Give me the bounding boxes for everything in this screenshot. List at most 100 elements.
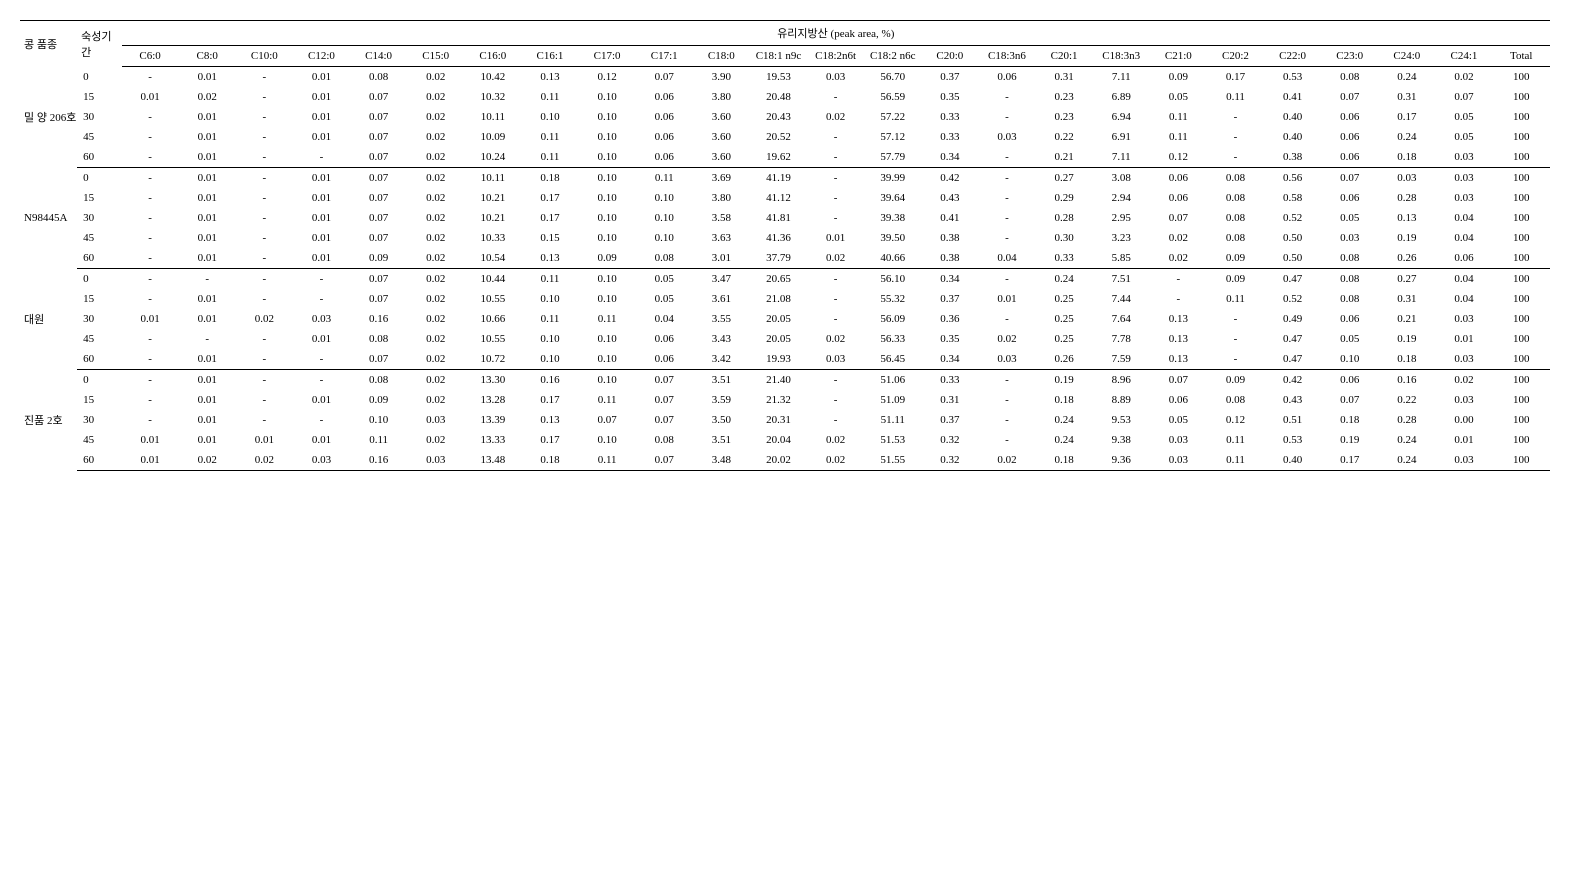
data-cell: 0.01 xyxy=(293,430,350,450)
data-cell: 0.03 xyxy=(293,450,350,471)
data-cell: - xyxy=(1207,107,1264,127)
data-cell: - xyxy=(236,188,293,208)
data-cell: 100 xyxy=(1493,87,1550,107)
data-cell: 13.28 xyxy=(464,390,521,410)
data-cell: 0.41 xyxy=(1264,87,1321,107)
data-cell: 41.19 xyxy=(750,168,807,189)
data-cell: 0.02 xyxy=(407,349,464,370)
period-cell: 60 xyxy=(77,450,121,471)
period-cell: 30 xyxy=(77,208,121,228)
data-cell: 0.10 xyxy=(521,329,578,349)
data-cell: - xyxy=(978,430,1035,450)
data-cell: - xyxy=(807,390,864,410)
table-body: 밀 양 206호0-0.01-0.010.080.0210.420.130.12… xyxy=(20,67,1550,471)
data-cell: 0.11 xyxy=(521,269,578,290)
table-row: 150.010.02-0.010.070.0210.320.110.100.06… xyxy=(20,87,1550,107)
data-cell: 51.53 xyxy=(864,430,921,450)
data-cell: 0.10 xyxy=(1321,349,1378,370)
data-cell: 0.01 xyxy=(179,370,236,391)
data-cell: 9.53 xyxy=(1093,410,1150,430)
data-cell: 0.04 xyxy=(1435,208,1492,228)
data-cell: 56.33 xyxy=(864,329,921,349)
data-cell: 0.38 xyxy=(921,248,978,269)
data-cell: 0.31 xyxy=(1378,289,1435,309)
data-cell: 0.01 xyxy=(179,67,236,88)
column-header: C18:2n6t xyxy=(807,46,864,67)
data-cell: 0.01 xyxy=(293,329,350,349)
data-cell: - xyxy=(179,269,236,290)
data-cell: 100 xyxy=(1493,228,1550,248)
data-cell: 0.01 xyxy=(179,410,236,430)
data-cell: 3.58 xyxy=(693,208,750,228)
data-cell: 3.47 xyxy=(693,269,750,290)
data-cell: 0.08 xyxy=(1207,228,1264,248)
data-cell: 0.07 xyxy=(350,168,407,189)
period-cell: 0 xyxy=(77,67,121,88)
data-cell: 10.44 xyxy=(464,269,521,290)
data-cell: 0.01 xyxy=(179,147,236,168)
data-cell: 0.07 xyxy=(1150,208,1207,228)
data-cell: 5.85 xyxy=(1093,248,1150,269)
table-row: 60-0.01-0.010.090.0210.540.130.090.083.0… xyxy=(20,248,1550,269)
data-cell: - xyxy=(1207,329,1264,349)
data-cell: - xyxy=(978,107,1035,127)
table-row: 30-0.01-0.010.070.0210.210.170.100.103.5… xyxy=(20,208,1550,228)
data-cell: 0.13 xyxy=(1150,329,1207,349)
data-cell: 0.17 xyxy=(521,430,578,450)
data-cell: 10.55 xyxy=(464,289,521,309)
data-cell: - xyxy=(1207,127,1264,147)
data-cell: 0.06 xyxy=(636,147,693,168)
data-cell: 0.02 xyxy=(407,390,464,410)
column-header: C8:0 xyxy=(179,46,236,67)
data-cell: - xyxy=(807,168,864,189)
data-cell: 0.08 xyxy=(350,67,407,88)
data-cell: 0.11 xyxy=(579,450,636,471)
data-cell: 39.64 xyxy=(864,188,921,208)
data-cell: 0.01 xyxy=(122,430,179,450)
data-cell: - xyxy=(122,349,179,370)
column-header-row: C6:0C8:0C10:0C12:0C14:0C15:0C16:0C16:1C1… xyxy=(20,46,1550,67)
data-cell: 0.03 xyxy=(1378,168,1435,189)
period-cell: 45 xyxy=(77,127,121,147)
data-cell: 0.16 xyxy=(521,370,578,391)
data-cell: 0.04 xyxy=(1435,228,1492,248)
data-cell: 0.07 xyxy=(350,127,407,147)
data-cell: 100 xyxy=(1493,289,1550,309)
data-cell: 0.07 xyxy=(1321,390,1378,410)
data-cell: 0.02 xyxy=(407,269,464,290)
data-cell: 0.10 xyxy=(579,269,636,290)
data-cell: 100 xyxy=(1493,430,1550,450)
data-cell: - xyxy=(978,309,1035,329)
data-cell: 0.10 xyxy=(579,107,636,127)
data-cell: 0.03 xyxy=(1435,147,1492,168)
data-cell: 56.70 xyxy=(864,67,921,88)
data-cell: - xyxy=(807,370,864,391)
data-cell: 0.03 xyxy=(1321,228,1378,248)
data-cell: 13.48 xyxy=(464,450,521,471)
data-cell: 0.07 xyxy=(636,370,693,391)
data-cell: 0.10 xyxy=(636,188,693,208)
data-cell: 0.24 xyxy=(1378,430,1435,450)
data-cell: 0.03 xyxy=(407,410,464,430)
data-cell: 0.01 xyxy=(293,188,350,208)
data-cell: 0.11 xyxy=(521,127,578,147)
data-cell: 13.33 xyxy=(464,430,521,450)
table-row: 600.010.020.020.030.160.0313.480.180.110… xyxy=(20,450,1550,471)
table-row: 밀 양 206호0-0.01-0.010.080.0210.420.130.12… xyxy=(20,67,1550,88)
data-cell: 20.05 xyxy=(750,329,807,349)
data-cell: 0.40 xyxy=(1264,450,1321,471)
data-cell: 0.02 xyxy=(978,450,1035,471)
data-cell: 10.72 xyxy=(464,349,521,370)
data-cell: 0.05 xyxy=(636,269,693,290)
data-cell: 0.18 xyxy=(1036,390,1093,410)
data-cell: 0.03 xyxy=(978,127,1035,147)
data-cell: 0.16 xyxy=(350,450,407,471)
data-cell: 39.38 xyxy=(864,208,921,228)
data-cell: 13.39 xyxy=(464,410,521,430)
column-header: C20:2 xyxy=(1207,46,1264,67)
data-cell: 10.09 xyxy=(464,127,521,147)
data-cell: - xyxy=(978,370,1035,391)
data-cell: 0.01 xyxy=(179,188,236,208)
data-cell: - xyxy=(122,248,179,269)
period-cell: 15 xyxy=(77,87,121,107)
